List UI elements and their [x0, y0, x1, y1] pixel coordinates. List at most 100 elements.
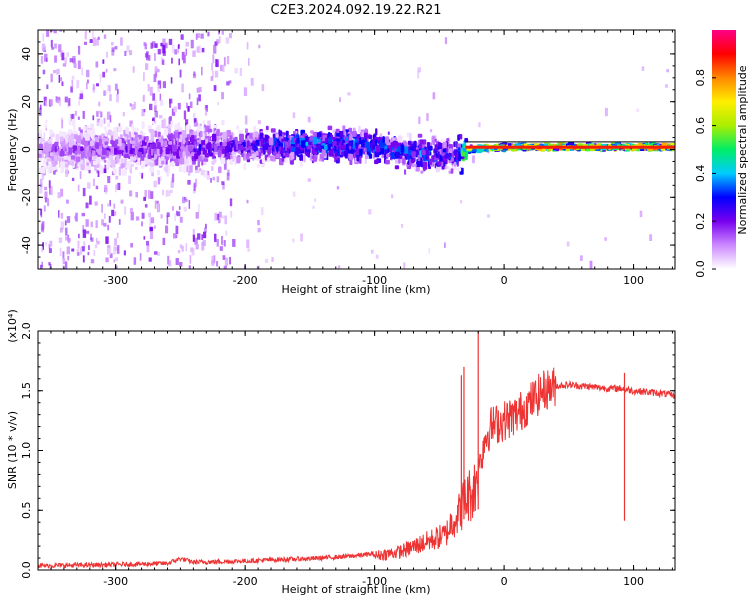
spectrogram-cell: [307, 116, 311, 123]
spectrogram-cell: [41, 221, 45, 229]
spectrogram-cell: [86, 230, 90, 234]
spectrogram-cell: [120, 143, 125, 151]
spectrogram-cell: [99, 77, 102, 84]
spectrogram-cell: [156, 148, 161, 156]
spectrogram-cell: [328, 148, 334, 157]
spectrogram-cell: [190, 39, 194, 49]
spectrogram-cell: [157, 131, 161, 138]
spectrogram-cell: [66, 199, 69, 204]
spectrogram-cell: [404, 146, 409, 154]
spectrogram-cell: [197, 204, 200, 214]
spectrogram-cell: [79, 152, 82, 159]
spectrogram-cell: [52, 144, 55, 152]
spectrogram-cell: [159, 93, 162, 101]
spectrogram-cell: [442, 141, 447, 148]
spectrogram-cell: [203, 158, 209, 162]
spectrogram-cell: [82, 187, 86, 197]
spectrogram-cell: [49, 99, 53, 106]
spectrogram-cell: [187, 105, 190, 112]
spectrogram-cell: [368, 209, 372, 215]
spectrogram-cell: [245, 128, 248, 134]
spectrogram-cell: [61, 139, 66, 147]
spectrogram-cell: [107, 203, 110, 207]
spectrogram-cell: [196, 97, 199, 106]
spectrogram-cell: [197, 160, 200, 168]
spectrogram-cell: [198, 87, 202, 93]
spectrogram-cell: [56, 133, 60, 142]
spectrogram-cell: [216, 213, 220, 221]
spectrogram-cell: [60, 145, 63, 150]
spectrogram-cell: [149, 103, 153, 111]
spectrogram-cell: [135, 191, 138, 198]
spectrogram-cell: [89, 195, 92, 205]
x-tick-label: 0: [501, 575, 508, 588]
spectrogram-cell: [47, 198, 50, 207]
spectrogram-cell: [276, 145, 279, 152]
spectrogram-cell: [325, 137, 329, 143]
spectrogram-cell: [144, 204, 148, 208]
spectrogram-cell: [239, 67, 242, 76]
spectrogram-carrier-edge: [465, 141, 675, 143]
y-tick-label: 0.5: [20, 502, 33, 520]
spectrogram-cell: [155, 159, 159, 166]
spectrogram-cell: [49, 166, 53, 172]
spectrogram-cell: [154, 53, 156, 61]
spectrogram-cell: [72, 56, 76, 64]
spectrogram-cell: [170, 77, 173, 84]
spectrogram-cell: [178, 138, 182, 143]
spectrogram-cell: [311, 155, 315, 159]
spectrogram-cell: [44, 53, 48, 62]
spectrogram-cell: [141, 172, 144, 179]
spectrogram-cell: [174, 123, 178, 131]
spectrogram-cell: [364, 159, 367, 164]
spectrogram-cell: [215, 140, 220, 144]
y-tick-label: -20: [20, 188, 33, 206]
spectrogram-cell: [43, 205, 46, 212]
spectrogram-cell: [478, 122, 481, 128]
spectrogram-cell: [264, 258, 269, 263]
spectrogram-cell: [167, 127, 172, 134]
spectrogram-cell: [148, 55, 151, 61]
spectrogram-cell: [185, 48, 187, 56]
spectrogram-cell: [309, 153, 313, 161]
spectrogram-cell: [169, 98, 173, 104]
spectrogram-cell: [420, 150, 426, 156]
spectrogram-cell: [193, 122, 199, 127]
spectrogram-cell: [437, 151, 440, 159]
spectrogram-cell: [129, 190, 133, 197]
spectrogram-cell: [198, 45, 201, 53]
spectrogram-cell: [175, 234, 178, 239]
spectrogram-cell: [168, 191, 171, 196]
spectrogram-cell: [99, 73, 102, 78]
spectrogram-cell: [209, 152, 214, 157]
spectrogram-cell: [453, 149, 458, 156]
x-tick-label: -300: [103, 575, 128, 588]
spectrogram-cell: [336, 186, 340, 190]
spectrogram-cell: [82, 135, 86, 141]
spectrogram-cell: [216, 239, 219, 247]
spectrogram-cell: [136, 127, 139, 132]
spectrogram-cell: [103, 117, 106, 124]
y-tick-label: -40: [20, 236, 33, 254]
spectrogram-cell: [449, 148, 453, 153]
spectrogram-cell: [321, 156, 325, 162]
spectrogram-cell: [227, 169, 230, 176]
spectrogram-cell: [428, 248, 431, 254]
spectrogram-cell: [146, 136, 149, 143]
spectrogram-cell: [152, 117, 155, 123]
spectrogram-cell: [59, 227, 63, 233]
spectrogram-cell: [418, 144, 423, 149]
spectrogram-cell: [212, 71, 214, 78]
spectrogram-cell: [101, 137, 106, 143]
spectrogram-cell: [236, 141, 242, 145]
spectrogram-cell: [50, 39, 53, 48]
spectrogram-cell: [226, 152, 231, 160]
spectrogram-cell: [135, 166, 138, 170]
spectrogram-cell: [156, 200, 159, 204]
spectrogram-cell: [125, 145, 128, 153]
spectrogram-cell: [196, 142, 200, 146]
spectrogram-cell: [432, 140, 435, 146]
spectrogram-y-label: Frequency (Hz): [6, 109, 19, 192]
spectrogram-cell: [59, 161, 61, 168]
spectrogram-cell: [107, 129, 112, 136]
